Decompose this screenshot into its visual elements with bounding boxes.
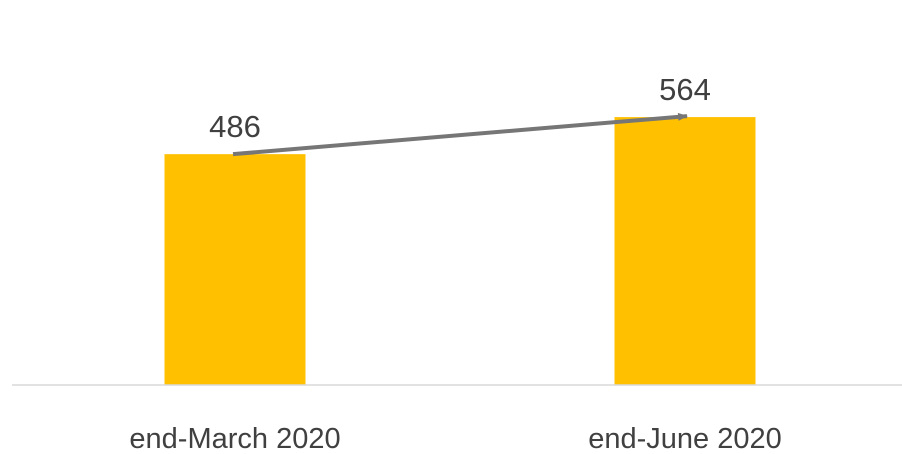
bar-0 [164,154,306,385]
labels-group: 486 564 [209,72,711,144]
tick-labels-group: end-March 2020 end-June 2020 [129,423,781,454]
bars-group [164,117,756,385]
data-label-0: 486 [209,109,261,144]
x-tick-label-0: end-March 2020 [129,423,340,454]
data-label-1: 564 [659,72,711,107]
x-tick-label-1: end-June 2020 [588,423,782,454]
bar-1 [614,117,756,385]
trend-arrow [232,112,688,157]
